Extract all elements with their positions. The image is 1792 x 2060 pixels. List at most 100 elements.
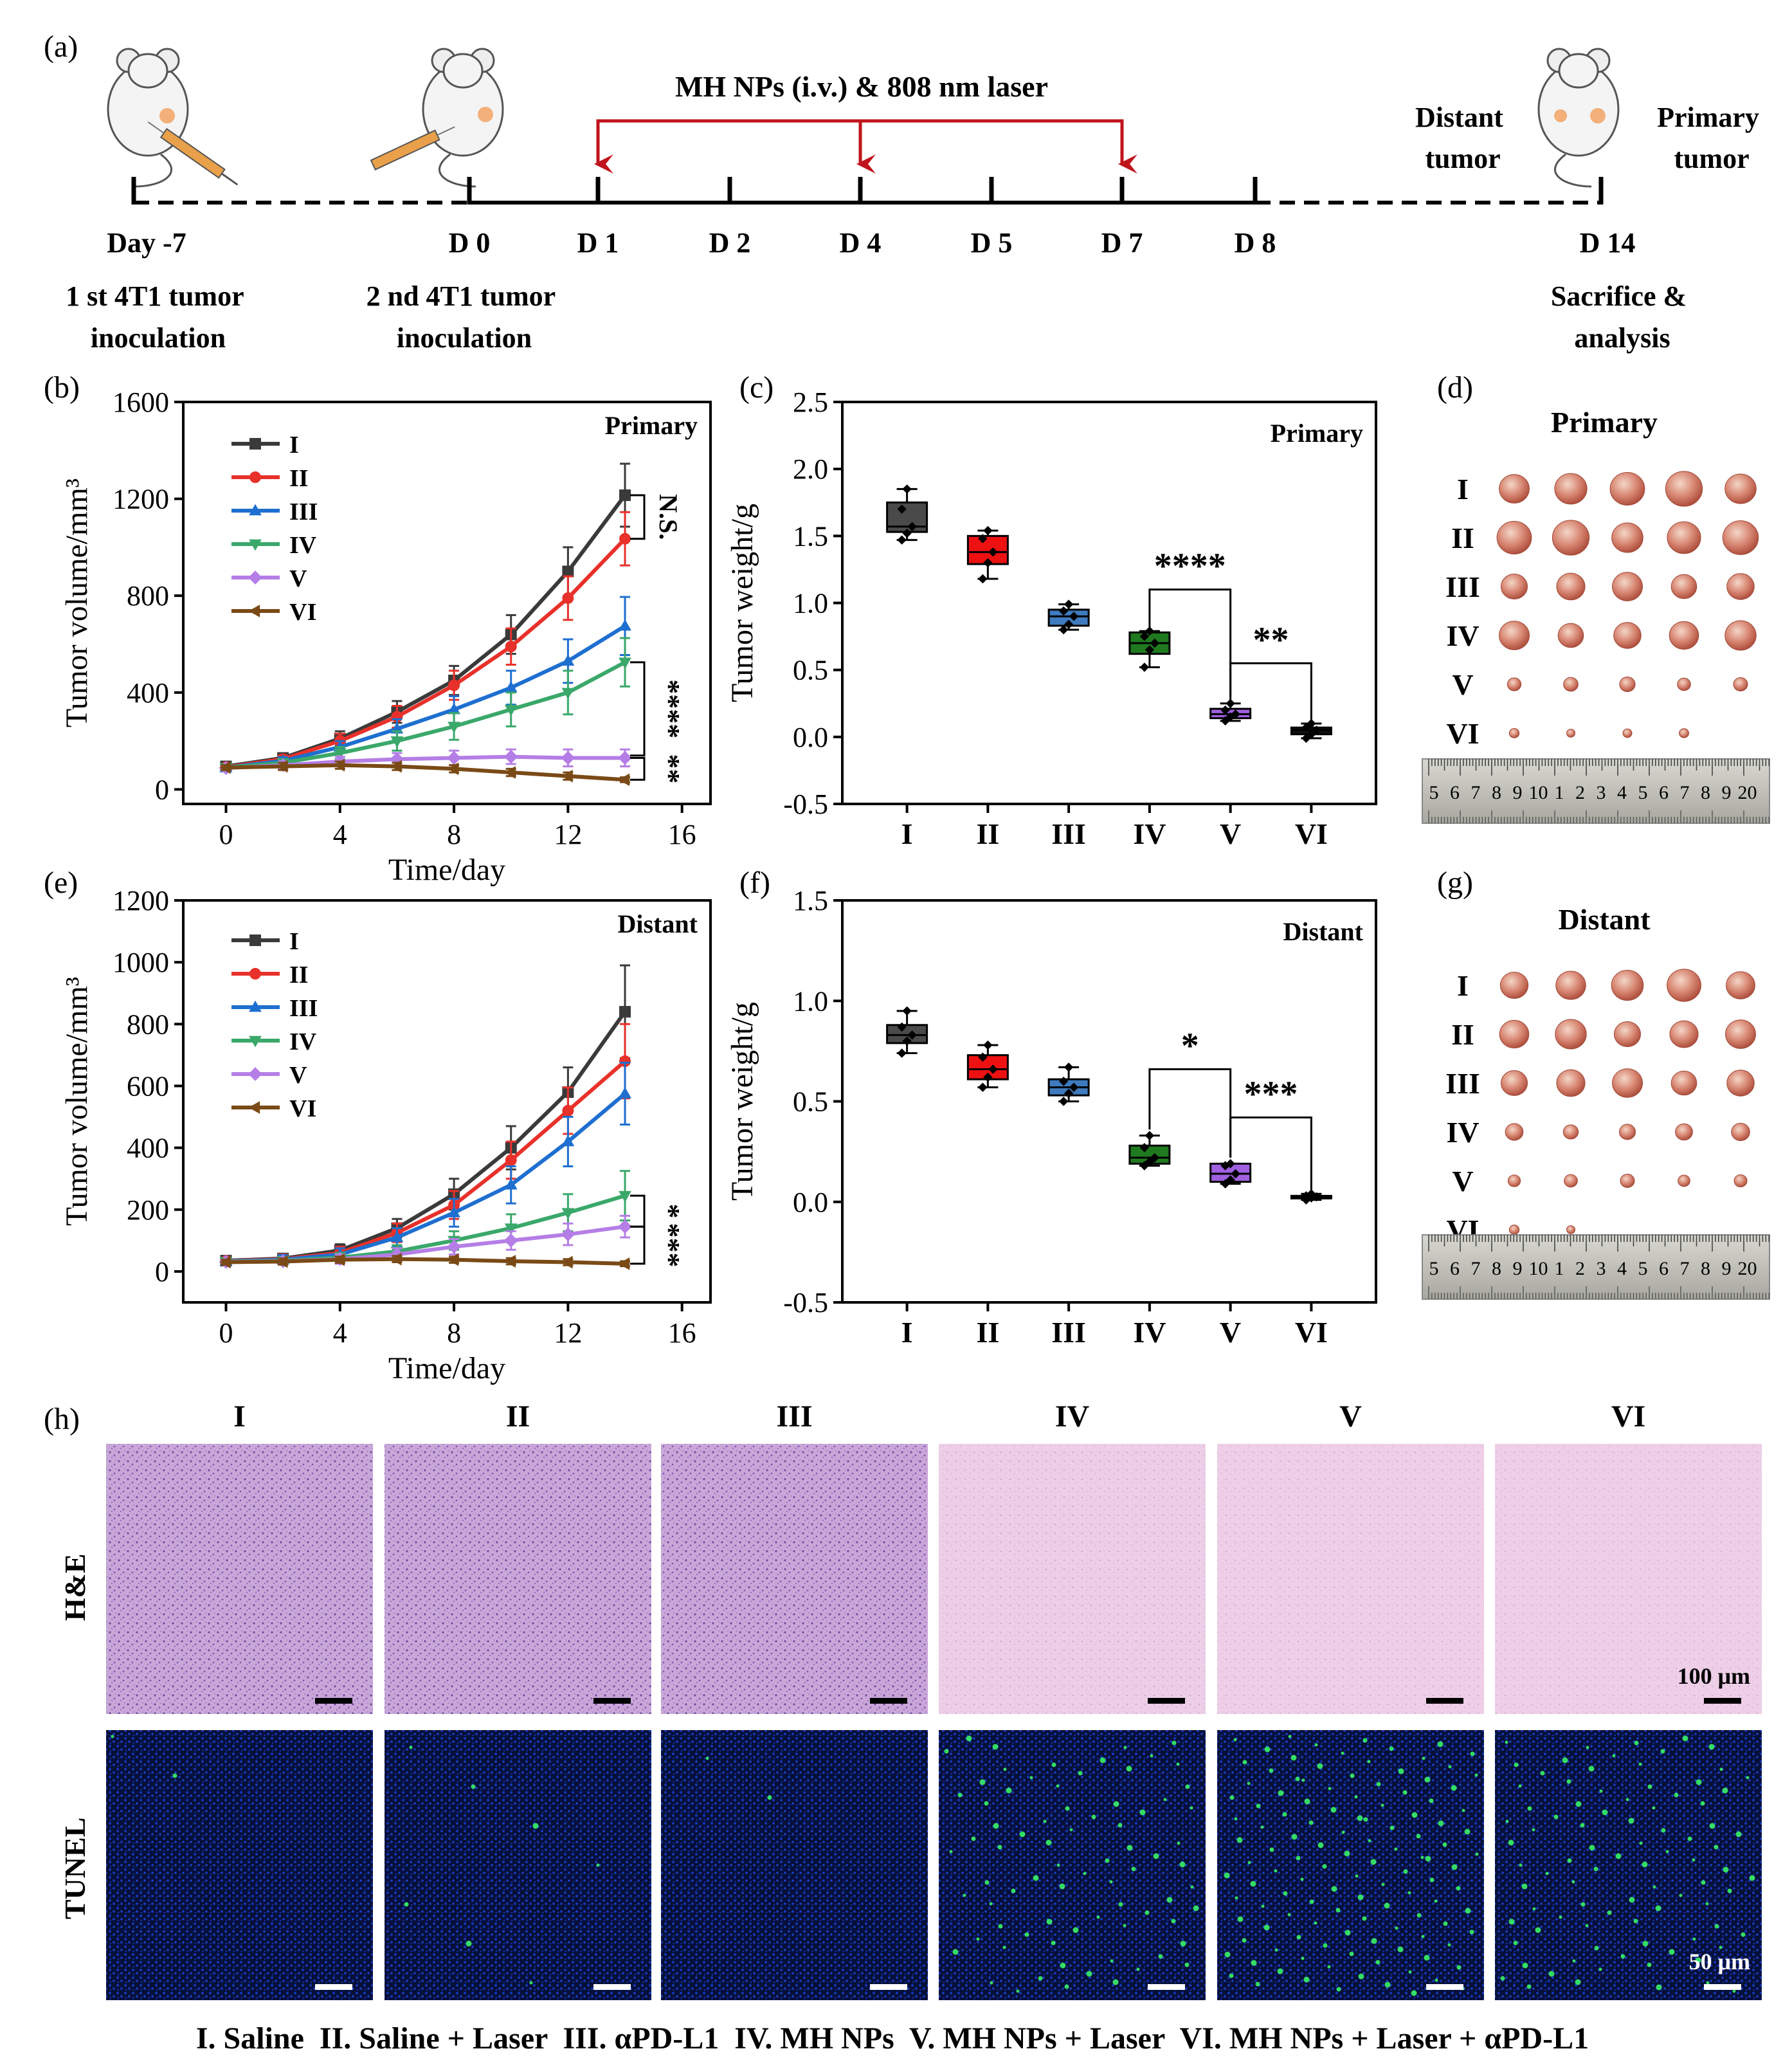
apoptotic-cell — [705, 1756, 709, 1760]
apoptotic-cell — [1287, 1913, 1291, 1917]
apoptotic-cell — [1251, 1960, 1257, 1966]
series-VI — [219, 1252, 631, 1270]
apoptotic-cell — [1709, 1823, 1715, 1829]
apoptotic-cell — [998, 1924, 1003, 1929]
apoptotic-cell — [993, 1823, 999, 1829]
ruler-number: 7 — [1471, 782, 1481, 803]
ruler-number: 9 — [1513, 782, 1523, 803]
data-point — [561, 769, 573, 783]
tumor-sample — [1612, 572, 1643, 601]
scale-bar — [1148, 1984, 1185, 1990]
mouse-icon-left — [107, 48, 239, 188]
data-point — [1301, 1191, 1311, 1201]
tumor-sample — [1507, 1174, 1521, 1187]
data-point — [448, 702, 460, 715]
tumor-sample — [1726, 971, 1755, 999]
apoptotic-cell — [1180, 1940, 1186, 1947]
y-tick-label: 0.5 — [793, 655, 828, 686]
data-point — [561, 654, 575, 666]
data-point — [562, 1104, 574, 1117]
apoptotic-cell — [1394, 1847, 1398, 1851]
figure-caption: I. Saline II. Saline + Laser III. αPD-L1… — [196, 2021, 1589, 2055]
apoptotic-cell — [1598, 1967, 1602, 1971]
data-point — [619, 489, 631, 501]
significance-label: **** — [1154, 547, 1226, 587]
apoptotic-cell — [1571, 1880, 1575, 1884]
apoptotic-cell — [1236, 1837, 1243, 1843]
event-second-inoculation: 2 nd 4T1 tumor inoculation — [367, 280, 563, 354]
apoptotic-cell — [1599, 1789, 1603, 1793]
tumor-sample — [1554, 473, 1588, 505]
apoptotic-cell — [1421, 1935, 1425, 1938]
data-point — [504, 704, 518, 716]
ruler-number: 4 — [1617, 782, 1627, 803]
ruler-number: 5 — [1638, 1258, 1648, 1279]
legend-label: IV — [289, 532, 317, 559]
he-necrosis-overlay — [1217, 1444, 1484, 1714]
apoptotic-cell — [1384, 1902, 1390, 1909]
apoptotic-cell — [466, 1940, 472, 1947]
x-tick-label: V — [1220, 1316, 1241, 1349]
apoptotic-cell — [1647, 1962, 1652, 1967]
apoptotic-cell — [172, 1773, 177, 1778]
data-point — [447, 1253, 459, 1266]
legend-marker — [249, 504, 262, 516]
apoptotic-cell — [1652, 1885, 1656, 1889]
data-point — [447, 762, 459, 776]
apoptotic-cell — [1261, 1904, 1265, 1908]
apoptotic-cell — [1746, 1776, 1750, 1780]
apoptotic-cell — [1589, 1845, 1595, 1851]
data-point — [978, 1082, 988, 1092]
legend-marker — [248, 1101, 260, 1114]
apoptotic-cell — [1572, 1959, 1576, 1963]
apoptotic-cell — [1701, 1880, 1706, 1885]
apoptotic-cell — [1669, 1949, 1675, 1955]
apoptotic-cell — [1006, 1787, 1012, 1794]
apoptotic-cell — [1521, 1883, 1528, 1890]
data-point — [1063, 599, 1074, 609]
y-tick-label: 0 — [155, 1256, 169, 1288]
apoptotic-cell — [1019, 1831, 1026, 1837]
apoptotic-cell — [1749, 1875, 1755, 1881]
tunel-image-II — [385, 1730, 651, 2000]
y-tick-label: 1600 — [113, 387, 169, 418]
data-point — [1058, 1077, 1069, 1086]
scale-bar — [1148, 1698, 1185, 1704]
apoptotic-cell — [1655, 1905, 1661, 1911]
apoptotic-cell — [1282, 1812, 1287, 1817]
apoptotic-cell — [1190, 1885, 1194, 1889]
ruler-number: 5 — [1429, 1258, 1439, 1279]
apoptotic-cell — [1620, 1954, 1625, 1959]
ruler-number: 9 — [1722, 782, 1732, 803]
apoptotic-cell — [1429, 1798, 1434, 1803]
apoptotic-cell — [1330, 1807, 1337, 1813]
tumor-sample — [1609, 471, 1645, 506]
data-point — [1069, 1082, 1079, 1092]
apoptotic-cell — [1308, 1820, 1314, 1825]
box-V — [1209, 1159, 1252, 1189]
apoptotic-cell — [1112, 1979, 1119, 1985]
y-tick-label: 1.0 — [793, 985, 828, 1017]
legend-label: III — [289, 995, 318, 1022]
data-point — [1220, 705, 1230, 715]
apoptotic-cell — [1113, 1801, 1119, 1807]
apoptotic-cell — [1344, 1929, 1351, 1936]
data-point — [561, 688, 575, 700]
data-point — [1063, 1062, 1074, 1072]
apoptotic-cell — [1127, 1845, 1133, 1851]
data-point — [618, 1219, 632, 1234]
apoptotic-cell — [1083, 1872, 1087, 1875]
apoptotic-cell — [1300, 1877, 1304, 1881]
he-tissue — [385, 1444, 651, 1714]
series-line — [226, 537, 627, 769]
apoptotic-cell — [971, 1836, 976, 1841]
legend-label: VI — [289, 599, 316, 626]
ruler-number: 3 — [1597, 782, 1606, 803]
apoptotic-cell — [1105, 1858, 1110, 1863]
apoptotic-cell — [1545, 1872, 1549, 1875]
apoptotic-cell — [1384, 1982, 1391, 1988]
apoptotic-cell — [1166, 1897, 1173, 1903]
box-IV — [1128, 626, 1171, 672]
panel-label-c: (c) — [739, 370, 774, 405]
apoptotic-cell — [997, 1845, 1002, 1850]
